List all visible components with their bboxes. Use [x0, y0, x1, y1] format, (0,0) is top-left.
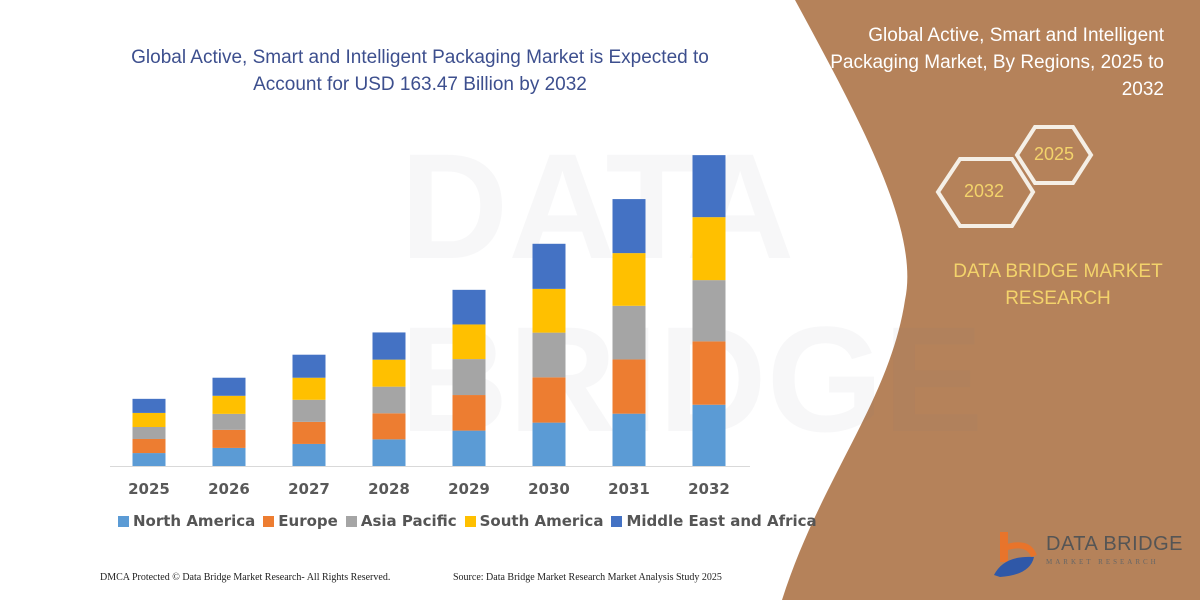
bar-segment-2030-north-america — [532, 422, 566, 466]
bar-segment-2029-north-america — [452, 430, 486, 466]
bar-segment-2032-middle-east-and-africa — [692, 155, 726, 218]
bar-segment-2032-north-america — [692, 404, 726, 466]
bar-segment-2030-south-america — [532, 288, 566, 333]
bar-segment-2026-north-america — [212, 447, 246, 466]
bar-segment-2026-europe — [212, 429, 246, 448]
bar-segment-2026-middle-east-and-africa — [212, 377, 246, 396]
bar-segment-2029-middle-east-and-africa — [452, 289, 486, 325]
chart-title: Global Active, Smart and Intelligent Pac… — [131, 47, 709, 95]
x-tick-label: 2031 — [608, 480, 650, 498]
bar-segment-2029-asia-pacific — [452, 359, 486, 396]
bar-segment-2025-north-america — [132, 453, 166, 466]
bar-segment-2028-asia-pacific — [372, 386, 406, 414]
bar-segment-2028-europe — [372, 413, 406, 440]
legend-item-europe: Europe — [263, 512, 338, 530]
bar-segment-2027-south-america — [292, 377, 326, 400]
legend-label: North America — [133, 512, 256, 530]
x-tick-label: 2028 — [368, 480, 410, 498]
bar-segment-2028-south-america — [372, 359, 406, 387]
bar-segment-2031-asia-pacific — [612, 305, 646, 360]
footer-copyright: DMCA Protected © Data Bridge Market Rese… — [100, 572, 391, 583]
bar-segment-2025-europe — [132, 438, 166, 454]
legend-swatch — [345, 515, 357, 527]
bar-segment-2030-middle-east-and-africa — [532, 243, 566, 289]
bar-segment-2025-asia-pacific — [132, 426, 166, 439]
legend-item-south-america: South America — [464, 512, 604, 530]
legend-swatch — [464, 515, 476, 527]
x-tick-label: 2026 — [208, 480, 250, 498]
brand-text: DATA BRIDGE MARKET RESEARCH — [953, 261, 1163, 309]
bar-segment-2025-middle-east-and-africa — [132, 398, 166, 413]
bar-segment-2026-asia-pacific — [212, 413, 246, 430]
x-tick-label: 2029 — [448, 480, 490, 498]
x-tick-label: 2030 — [528, 480, 570, 498]
bar-segment-2031-north-america — [612, 413, 646, 466]
legend-item-middle-east-africa: Middle East and Africa — [611, 512, 817, 530]
legend-label: Asia Pacific — [360, 512, 457, 530]
hex-label-2025: 2025 — [1034, 144, 1075, 164]
logo-subtext: MARKET RESEARCH — [1046, 558, 1159, 566]
side-panel-title: Global Active, Smart and Intelligent Pac… — [830, 25, 1164, 100]
legend-item-asia-pacific: Asia Pacific — [345, 512, 457, 530]
legend-swatch — [611, 515, 623, 527]
bar-segment-2029-south-america — [452, 324, 486, 360]
logo-icon — [994, 532, 1037, 577]
bar-segment-2030-europe — [532, 377, 566, 423]
bar-segment-2030-asia-pacific — [532, 332, 566, 378]
bar-segment-2027-north-america — [292, 443, 326, 466]
bar-segment-2026-south-america — [212, 395, 246, 414]
hex-2032-icon — [935, 157, 1036, 228]
bar-segment-2031-south-america — [612, 253, 646, 306]
side-panel-shape — [782, 0, 1200, 600]
bar-segment-2028-middle-east-and-africa — [372, 332, 406, 360]
bar-segment-2027-europe — [292, 421, 326, 444]
hex-label-2032: 2032 — [964, 181, 1005, 201]
x-tick-label: 2027 — [288, 480, 330, 498]
footer-source: Source: Data Bridge Market Research Mark… — [453, 572, 722, 583]
legend-item-north-america: North America — [118, 512, 255, 530]
bar-segment-2031-europe — [612, 359, 646, 414]
bar-segment-2027-asia-pacific — [292, 399, 326, 422]
hex-2025-icon — [1014, 125, 1094, 185]
bar-segment-2027-middle-east-and-africa — [292, 354, 326, 378]
bar-segment-2032-asia-pacific — [692, 280, 726, 342]
bar-segment-2032-europe — [692, 341, 726, 405]
legend-label: Europe — [278, 512, 338, 530]
legend: North America Europe Asia Pacific South … — [118, 512, 817, 530]
legend-swatch — [263, 515, 275, 527]
legend-label: South America — [479, 512, 604, 530]
bar-segment-2031-middle-east-and-africa — [612, 199, 646, 254]
bar-segment-2028-north-america — [372, 439, 406, 466]
bar-segment-2029-europe — [452, 395, 486, 431]
logo-text: DATA BRIDGE — [1046, 533, 1184, 555]
bar-segment-2032-south-america — [692, 217, 726, 281]
bar-segment-2025-south-america — [132, 412, 166, 427]
legend-label: Middle East and Africa — [626, 512, 817, 530]
legend-swatch — [118, 515, 129, 527]
x-tick-label: 2032 — [688, 480, 730, 498]
x-tick-label: 2025 — [128, 480, 170, 498]
